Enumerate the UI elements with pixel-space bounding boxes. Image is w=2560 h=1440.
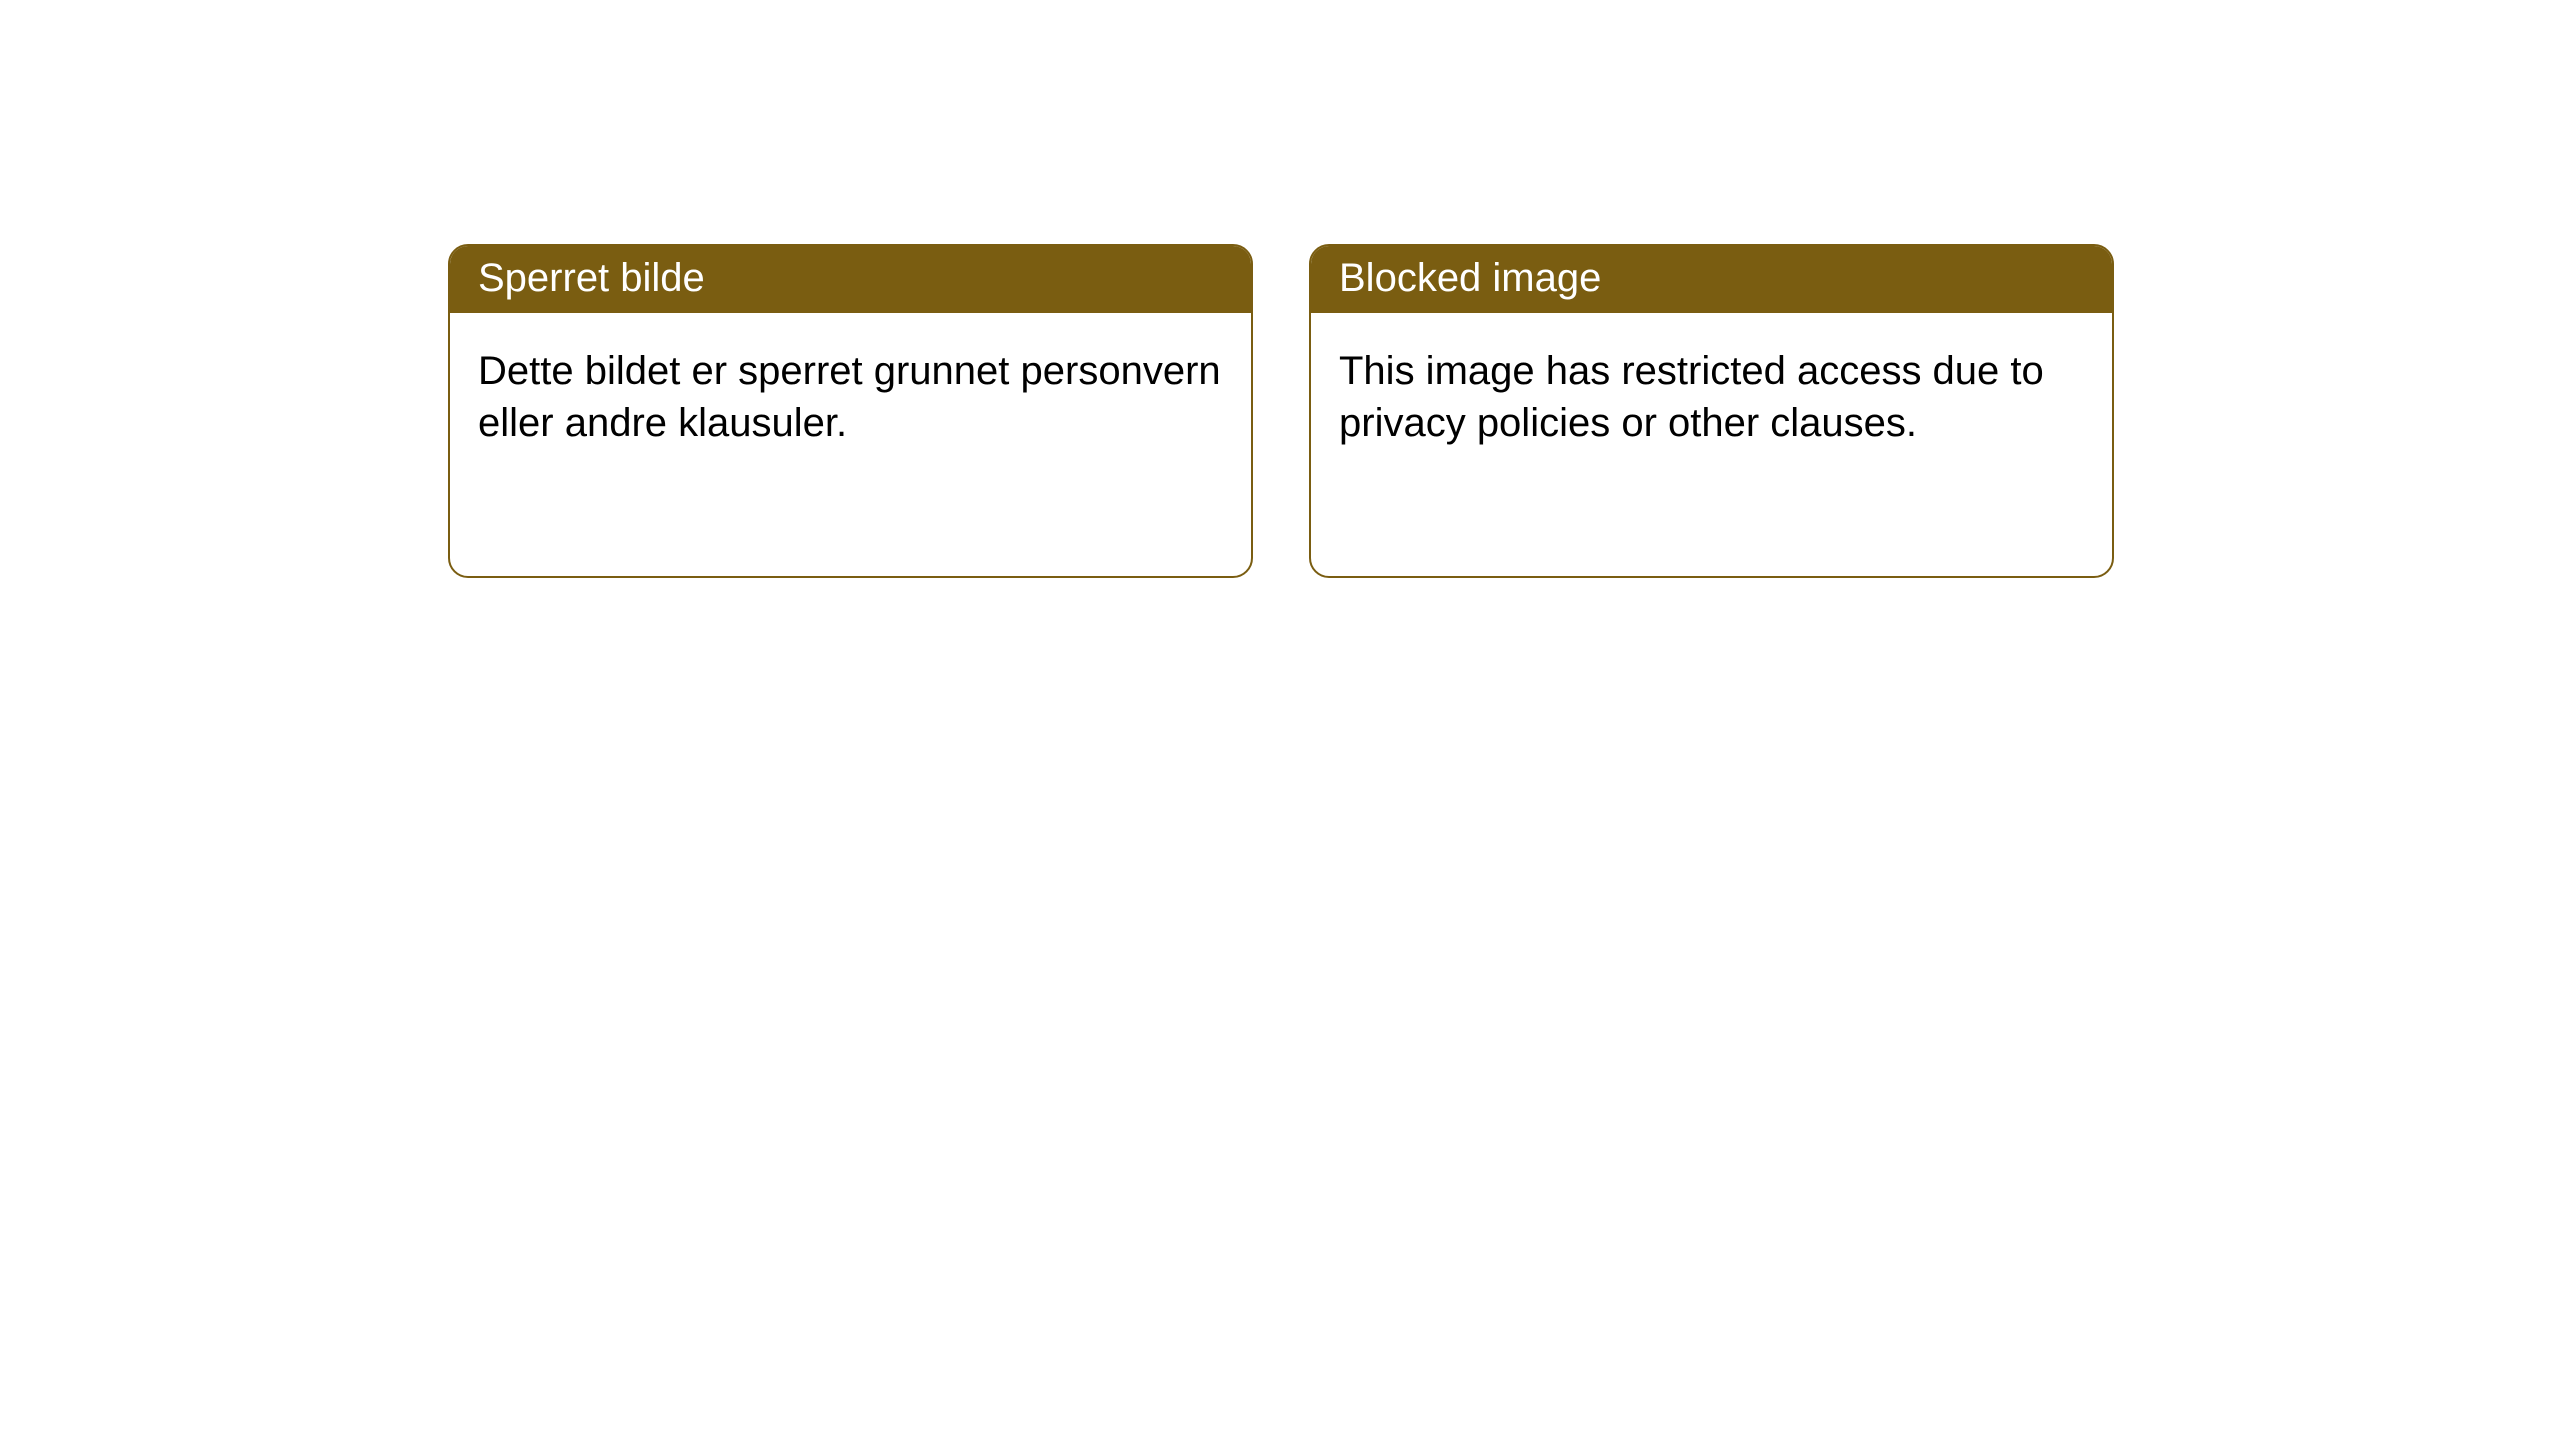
notice-card-english: Blocked image This image has restricted … [1309, 244, 2114, 578]
card-body: This image has restricted access due to … [1311, 313, 2112, 481]
card-header: Blocked image [1311, 246, 2112, 313]
card-body-text: Dette bildet er sperret grunnet personve… [478, 349, 1221, 445]
card-header: Sperret bilde [450, 246, 1251, 313]
notice-card-container: Sperret bilde Dette bildet er sperret gr… [448, 244, 2114, 578]
card-title: Sperret bilde [478, 256, 705, 300]
card-title: Blocked image [1339, 256, 1601, 300]
notice-card-norwegian: Sperret bilde Dette bildet er sperret gr… [448, 244, 1253, 578]
card-body-text: This image has restricted access due to … [1339, 349, 2044, 445]
card-body: Dette bildet er sperret grunnet personve… [450, 313, 1251, 481]
